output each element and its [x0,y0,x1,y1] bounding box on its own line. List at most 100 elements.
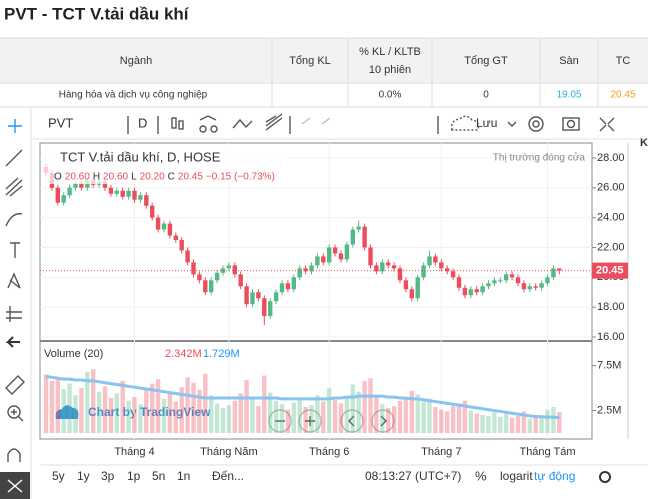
range-button[interactable]: 1p [127,469,141,483]
candle-body [120,190,125,197]
volume-bar [191,382,196,433]
candle-body [303,268,308,272]
candle-body [427,256,432,266]
volume-bar [108,397,114,433]
settings-button[interactable] [599,471,611,483]
candle-body [468,289,473,296]
volume-bar [43,374,49,433]
candle-body [256,292,261,299]
chart-title: TCT V.tải dầu khí, D, HOSE [60,149,221,164]
volume-bar [527,418,532,433]
candle-body [356,226,361,230]
volume-bar [545,409,550,433]
volume-bar [185,377,190,433]
candle-body [55,187,60,203]
volume-bar [327,388,332,433]
candle-body [327,247,332,263]
candle-body [262,298,267,317]
volume-bar [445,411,450,433]
volume-bar [67,383,72,433]
pane-frame [39,142,593,440]
volume-bar [155,379,161,433]
volume-bar [85,371,90,433]
watermark[interactable]: Chart by TradingView [88,405,211,419]
candle-body [509,274,515,278]
table-header: % KL / KLTB [359,46,421,58]
volume-bar [55,377,60,433]
candle-body [421,265,426,278]
candle-body [114,190,119,194]
table-cell: 20.45 [610,90,635,101]
volume-bar [150,383,155,433]
volume-bar [250,398,255,433]
interval[interactable]: D [138,115,147,130]
zoom-buttons[interactable] [268,409,395,433]
volume-bar [214,403,220,433]
range-button[interactable]: 5n [152,469,165,483]
candle-body [167,223,173,236]
candle-body [362,226,367,248]
volume-bar [203,373,208,433]
volume-bar [279,404,285,433]
volume-bar [515,415,521,433]
candle-body [297,268,302,278]
table-cell: Hàng hóa và dịch vụ công nghiệp [59,90,208,101]
symbol[interactable]: PVT [48,115,73,130]
volume-bar [474,413,479,433]
log-button[interactable]: logarit [500,469,533,483]
auto-button[interactable]: tự động [534,469,575,483]
candle-body [67,187,72,196]
legend-key: H [93,172,100,183]
y-tick-label: 18.00 [597,301,625,313]
volume-bar [321,401,326,433]
volume-bar [415,394,420,433]
y-tick-label: 22.00 [597,241,625,253]
volume-bar [209,395,214,433]
range-button[interactable]: 1y [77,469,90,483]
candle-body [126,190,131,197]
v-tick-label: 7.5M [597,360,621,372]
candle-body [209,280,214,293]
percent-button[interactable]: % [475,468,487,483]
volume-bar [521,411,527,433]
volume-bar [480,415,485,433]
y-tick-label: 24.00 [597,212,625,224]
volume-bar [504,414,509,433]
table-header: Ngành [120,55,152,67]
volume-bar [173,401,178,433]
candle-body [415,277,420,299]
volume-bar [356,391,361,433]
candle-body [515,277,521,284]
volume-bar [132,397,137,433]
volume-bar [297,397,302,433]
candle-body [309,265,314,272]
page-title: PVT - TCT V.tải dầu khí [4,4,190,23]
table-cell: 0 [483,90,489,101]
volume-bar [96,391,102,433]
volume-bar [509,417,515,433]
range-button[interactable]: 1n [177,469,190,483]
volume-bar [226,405,232,433]
candle-body [185,250,190,263]
candle-body [155,217,161,230]
volume-bar [91,369,96,433]
candle-body [173,235,178,241]
table-header: Sàn [559,55,579,67]
goto-button[interactable]: Đến... [212,469,244,483]
candle-body [474,289,479,293]
candle-body [539,283,544,288]
volume-bar [409,390,414,433]
volume-bar [303,406,308,433]
candle-body [527,286,532,290]
range-button[interactable]: 3p [101,469,115,483]
volume-bar [273,400,279,433]
volume-bar [498,416,503,433]
volume-bar [386,407,391,433]
candle-body [73,183,78,188]
candle-body [498,280,503,282]
legend-key: O [54,172,62,183]
save-button[interactable]: Lưu [476,116,497,130]
candle-body [238,274,243,287]
range-button[interactable]: 5y [52,469,65,483]
candle-body [279,283,285,293]
